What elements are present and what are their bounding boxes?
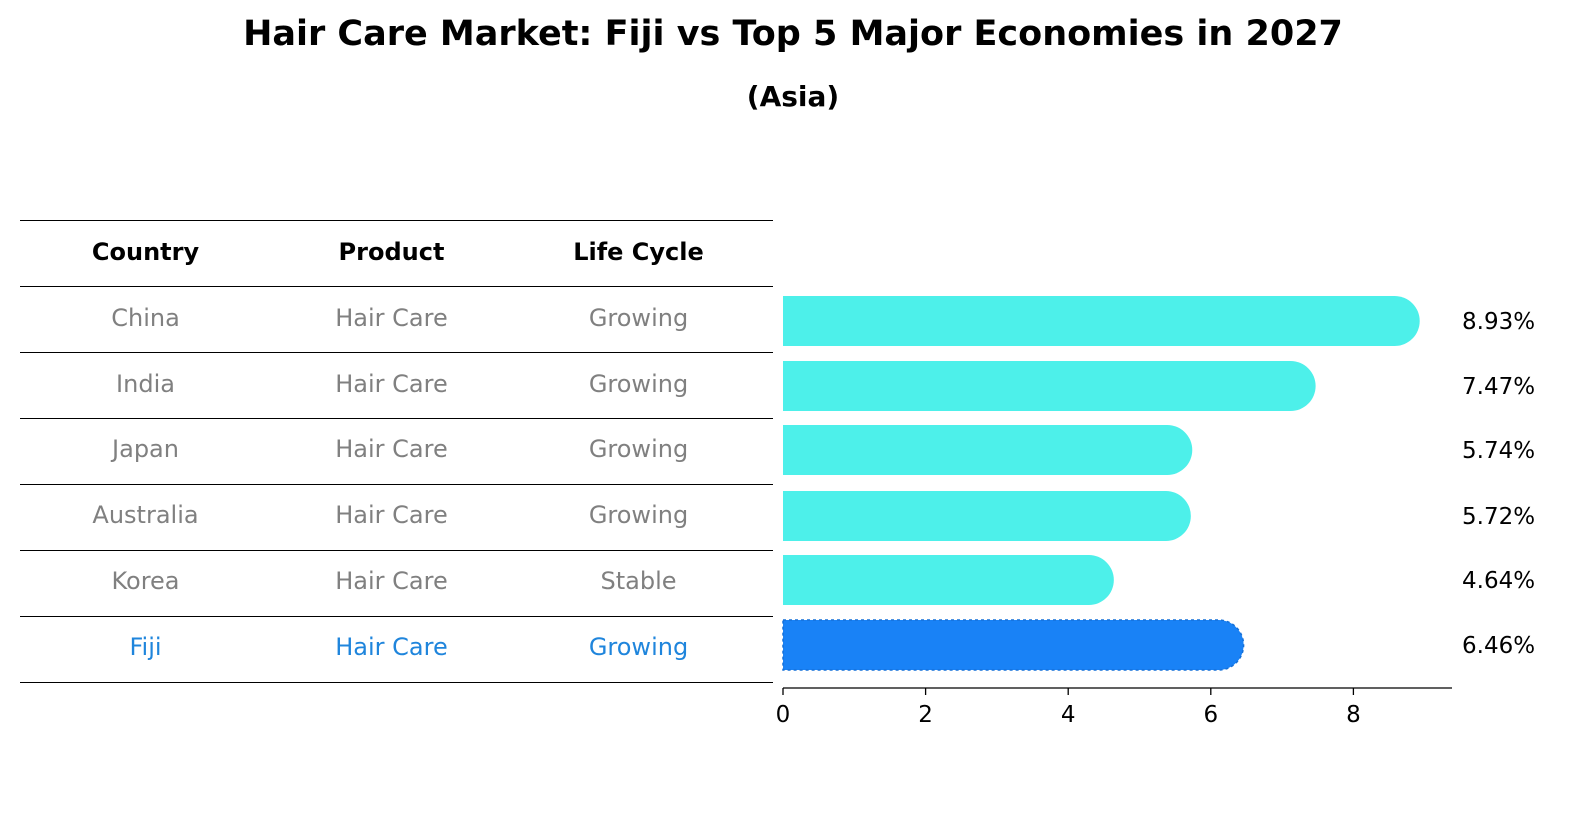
table-cell-country: China [111,304,180,332]
table-rule-header [20,286,773,287]
x-tick-label: 4 [1061,702,1076,728]
table-cell-life-cycle: Growing [588,370,689,398]
table-cell-life-cycle: Growing [588,304,689,332]
x-tick-label: 6 [1203,702,1218,728]
chart-title: Hair Care Market: Fiji vs Top 5 Major Ec… [243,14,1343,54]
bar-value-label: 5.74% [1462,438,1535,464]
table-cell-product: Hair Care [335,435,448,463]
bar [783,555,1114,605]
table-rule [20,352,773,353]
table-rule-top [20,220,773,221]
bar [783,296,1420,346]
x-tick-label: 2 [918,702,933,728]
table-rule-bottom [20,682,773,683]
bar [783,361,1316,411]
table-rule [20,616,773,617]
table-cell-country: India [116,370,175,398]
table-cell-life-cycle-highlight: Growing [588,633,689,661]
table-cell-product: Hair Care [335,370,448,398]
table-header-product: Product [338,238,445,266]
table-header-life-cycle: Life Cycle [573,238,704,266]
table-cell-life-cycle: Stable [600,567,677,595]
bar-value-label: 8.93% [1462,309,1535,335]
bar-value-label: 7.47% [1462,374,1535,400]
table-cell-product: Hair Care [335,501,448,529]
bar-highlight [782,619,1245,671]
table-cell-country: Korea [111,567,180,595]
table-cell-product: Hair Care [335,567,448,595]
x-tick-label: 0 [776,702,791,728]
table-rule [20,550,773,551]
table-cell-country: Japan [112,435,179,463]
table-cell-product: Hair Care [335,304,448,332]
table-rule [20,484,773,485]
bar [783,491,1191,541]
bar-value-label: 5.72% [1462,504,1535,530]
table-cell-life-cycle: Growing [588,501,689,529]
table-cell-product-highlight: Hair Care [335,633,448,661]
table-header-country: Country [91,238,200,266]
chart-subtitle: (Asia) [746,80,840,113]
bar [783,425,1193,475]
table-cell-country-highlight: Fiji [129,633,162,661]
table-cell-country: Australia [92,501,199,529]
bar-value-label: 4.64% [1462,568,1535,594]
x-tick-label: 8 [1346,702,1361,728]
bar-value-label: 6.46% [1462,633,1535,659]
table-rule [20,418,773,419]
table-cell-life-cycle: Growing [588,435,689,463]
